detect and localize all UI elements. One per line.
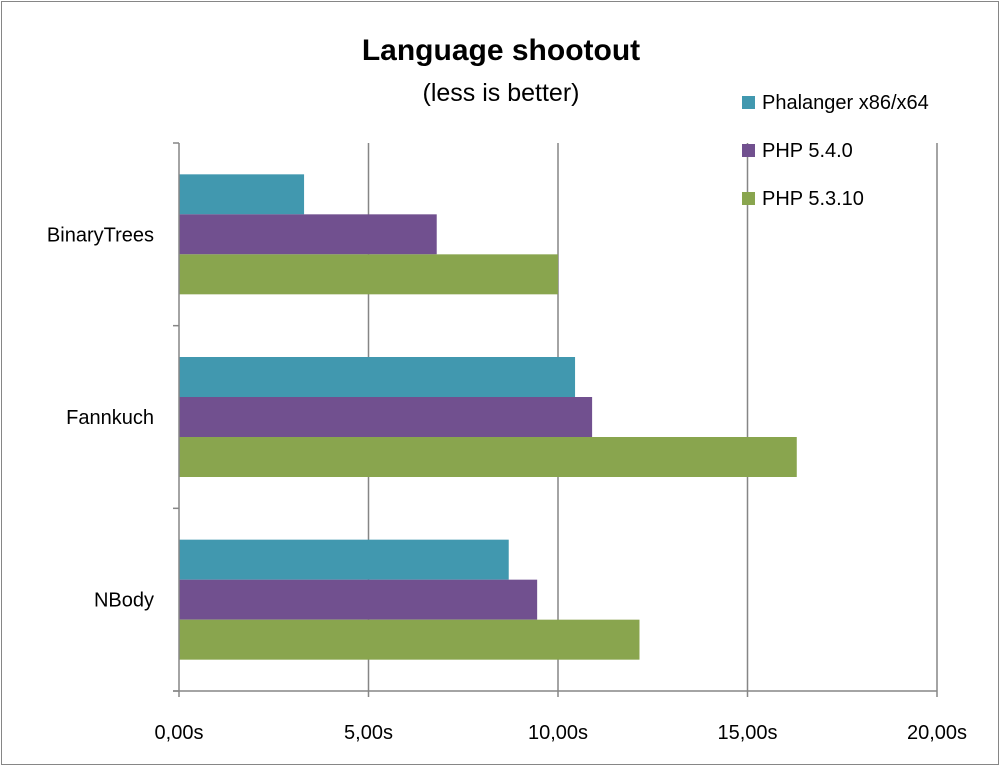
bar-binarytrees-php-5-4-0 (179, 214, 437, 255)
x-tick-label: 15,00s (717, 722, 777, 744)
x-tick-label: 5,00s (344, 722, 393, 744)
category-label: Fannkuch (66, 407, 154, 429)
category-label: NBody (94, 590, 154, 612)
bar-fannkuch-php-5-3-10 (179, 437, 797, 477)
bar-nbody-php-5-3-10 (179, 619, 640, 660)
bar-nbody-php-5-4-0 (179, 579, 538, 620)
bars (179, 174, 797, 660)
chart-subtitle: (less is better) (423, 79, 580, 107)
bar-binarytrees-phalanger-x86-x64 (179, 174, 305, 215)
x-tick-label: 10,00s (528, 722, 588, 744)
x-tick-label: 20,00s (907, 722, 967, 744)
legend-label: Phalanger x86/x64 (762, 92, 929, 114)
bar-fannkuch-phalanger-x86-x64 (179, 357, 576, 397)
bar-fannkuch-php-5-4-0 (179, 397, 593, 437)
legend-label: PHP 5.3.10 (762, 188, 864, 210)
legend-label: PHP 5.4.0 (762, 140, 853, 162)
legend-swatch (742, 192, 755, 205)
bar-binarytrees-php-5-3-10 (179, 254, 558, 295)
legend-swatch (742, 144, 755, 157)
legend-swatch (742, 96, 755, 109)
x-tick-label: 0,00s (155, 722, 204, 744)
chart-title: Language shootout (362, 34, 640, 67)
category-label: BinaryTrees (47, 224, 154, 246)
legend: Phalanger x86/x64 PHP 5.4.0 PHP 5.3.10 (742, 92, 929, 210)
bar-nbody-phalanger-x86-x64 (179, 539, 509, 580)
axes: BinaryTrees Fannkuch NBody 0,00s 5,00s 10,00s… (47, 142, 967, 744)
